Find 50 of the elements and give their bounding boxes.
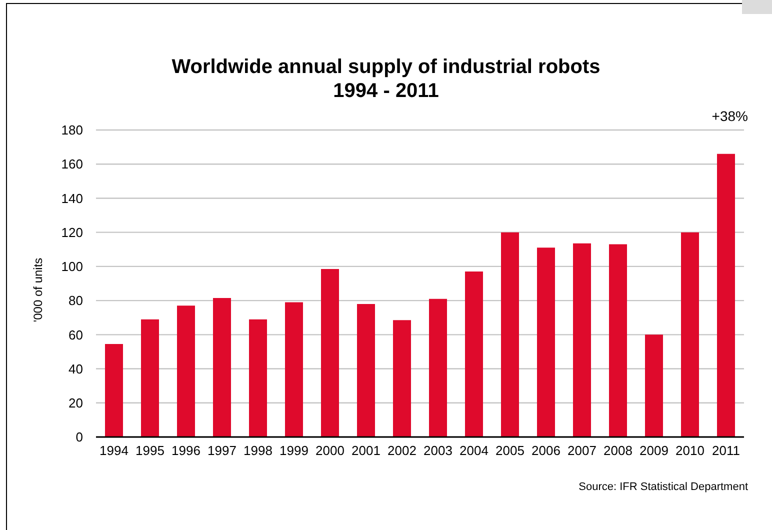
x-tick-label: 2005 xyxy=(496,443,524,458)
y-tick-label: 180 xyxy=(61,122,83,138)
x-tick-label: 1998 xyxy=(244,443,272,458)
y-tick-label: 100 xyxy=(61,259,83,274)
x-tick-label: 2004 xyxy=(460,443,488,458)
text: +38% xyxy=(712,108,748,124)
bar xyxy=(357,304,375,437)
source-note: Source: IFR Statistical Department xyxy=(578,481,748,493)
y-tick-label: 40 xyxy=(68,361,83,376)
y-axis-title: '000 of units xyxy=(31,258,45,322)
bar xyxy=(609,244,627,437)
x-tick-label: 2003 xyxy=(424,443,452,458)
bar xyxy=(177,306,195,437)
bar xyxy=(213,298,231,437)
y-tick-label: 0 xyxy=(76,430,83,445)
y-tick-label: 140 xyxy=(61,190,83,206)
x-tick-label: 2000 xyxy=(316,443,344,458)
bar xyxy=(393,320,411,437)
y-tick-label: 160 xyxy=(61,156,83,172)
bar xyxy=(321,269,339,437)
x-tick-label: 2011 xyxy=(712,443,740,458)
bar xyxy=(537,248,555,437)
y-tick-label: 60 xyxy=(68,327,83,342)
y-tick-label: 80 xyxy=(68,293,83,308)
bar xyxy=(105,344,123,437)
x-tick-label: 2007 xyxy=(568,443,596,458)
x-tick-label: 1995 xyxy=(136,443,164,458)
x-tick-label: 2006 xyxy=(532,443,560,458)
bar xyxy=(465,272,483,437)
bar xyxy=(285,302,303,437)
y-tick-label: 20 xyxy=(68,396,83,411)
x-tick-label: 2002 xyxy=(388,443,416,458)
bar xyxy=(681,232,699,437)
x-tick-label: 1996 xyxy=(172,443,200,458)
bar xyxy=(645,334,663,437)
bar xyxy=(429,298,447,437)
x-tick-label: 2009 xyxy=(640,443,668,458)
x-tick-label: 2008 xyxy=(604,443,632,458)
bar xyxy=(501,232,519,437)
x-tick-label: 1997 xyxy=(208,443,236,458)
y-tick-label: 120 xyxy=(61,224,83,240)
x-tick-label: 2001 xyxy=(352,443,380,458)
x-tick-label: 2010 xyxy=(676,443,704,458)
bar xyxy=(573,243,591,437)
x-tick-label: 1994 xyxy=(100,443,128,458)
x-tick-label: 1999 xyxy=(280,443,308,458)
bar xyxy=(717,154,735,437)
chart-title: Worldwide annual supply of industrial robots 1994 - 2011 xyxy=(170,55,602,103)
bar xyxy=(141,319,159,437)
bar xyxy=(249,319,267,437)
